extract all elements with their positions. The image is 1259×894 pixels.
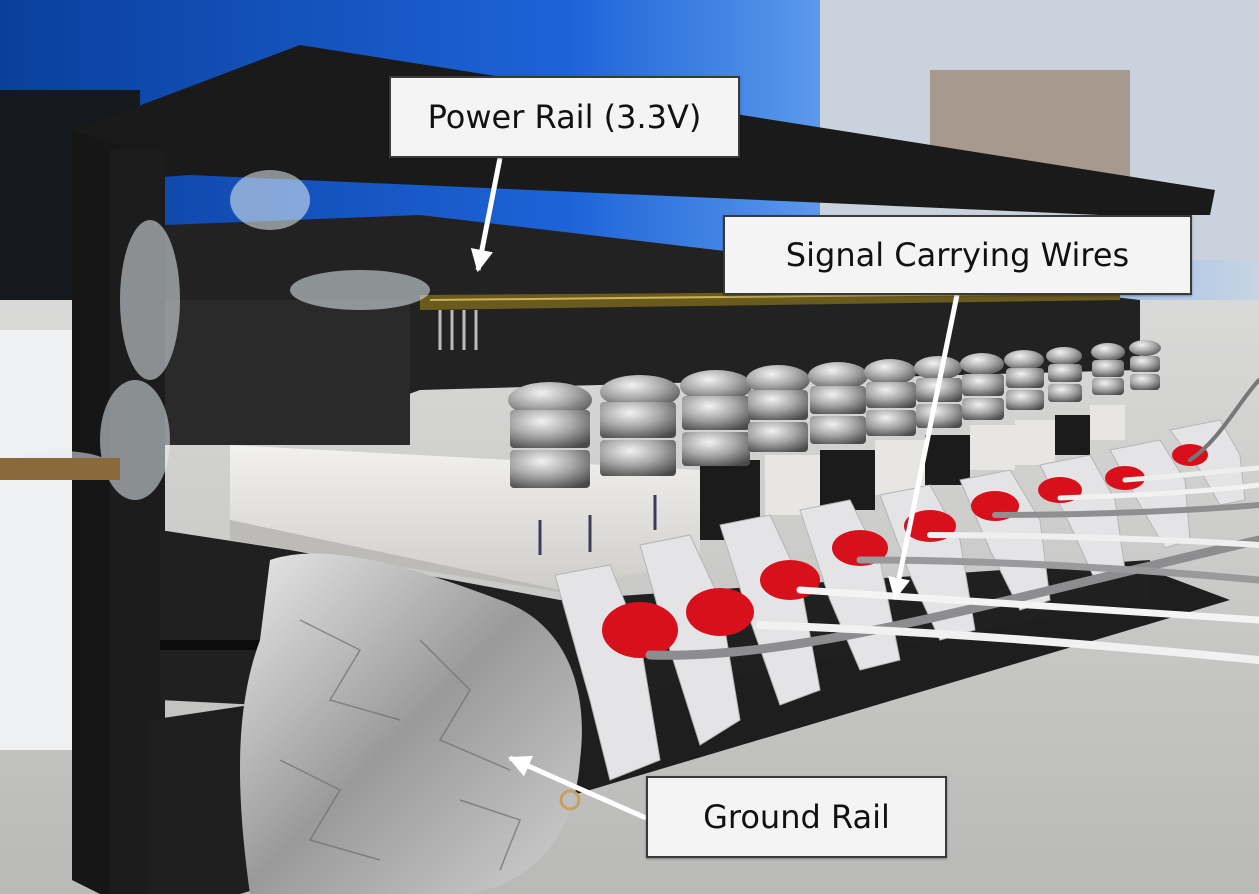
arrow-power-rail (470, 157, 503, 273)
callout-power-rail: Power Rail (3.3V) (389, 76, 740, 158)
brass-rod (0, 458, 120, 480)
signal-wires (645, 378, 1259, 664)
callout-signal-carrying-wires: Signal Carrying Wires (723, 215, 1192, 295)
bolt-nuts (508, 340, 1161, 488)
row-blocks (700, 405, 1125, 540)
foil-ring (559, 789, 581, 811)
upper-shelf-face (165, 300, 410, 445)
white-block-marks (538, 495, 657, 555)
foil-creases (279, 619, 521, 871)
header-pins (438, 310, 478, 350)
fabric-ribbons (554, 419, 1246, 781)
callout-ground-rail: Ground Rail (646, 776, 947, 858)
foil-ground-rail (240, 553, 582, 894)
lower-shelf-stripe (160, 640, 270, 650)
arrow-ground-rail (507, 755, 648, 821)
arrow-signal-wires (888, 294, 960, 601)
white-block-face (230, 520, 560, 592)
